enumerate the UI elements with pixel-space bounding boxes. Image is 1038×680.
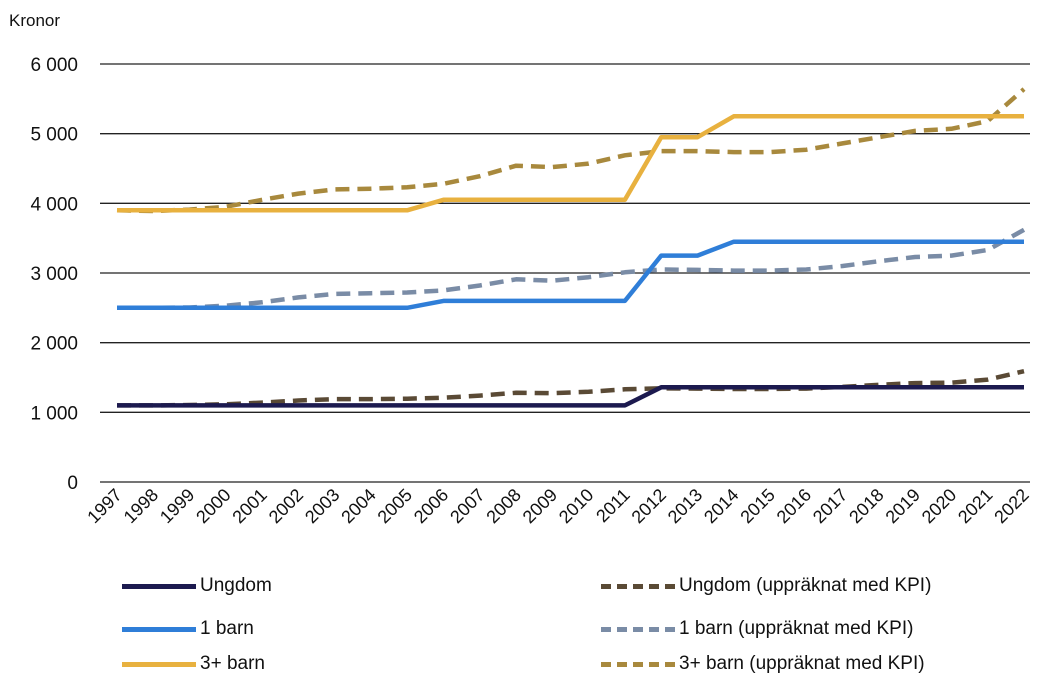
legend-label-3-barn-kpi: 3+ barn (uppräknat med KPI) <box>679 653 925 674</box>
series-lines <box>116 87 1026 408</box>
x-tick-label: 2001 <box>228 485 270 527</box>
series-line-1-barn-uppr-knat-med-kpi <box>117 227 1026 311</box>
x-tick-label: 2019 <box>882 485 924 527</box>
x-tick-label: 2020 <box>918 485 960 527</box>
x-tick-label: 2015 <box>736 485 778 527</box>
legend-item-1-barn: 1 barn <box>122 613 254 645</box>
gridlines <box>100 63 1030 483</box>
x-tick-label: 2000 <box>192 485 234 527</box>
x-tick-label: 2003 <box>301 485 343 527</box>
y-tick-label: 4 000 <box>30 194 78 215</box>
x-tick-label: 2012 <box>628 485 670 527</box>
x-tick-label: 2005 <box>374 485 416 527</box>
y-tick-label: 2 000 <box>30 334 78 355</box>
legend-swatch-ungdom-kpi <box>601 583 675 589</box>
x-tick-label: 2022 <box>990 485 1032 527</box>
y-tick-label: 6 000 <box>30 55 78 76</box>
x-tick-label: 2007 <box>446 485 488 527</box>
series-line-ungdom <box>117 385 1024 408</box>
y-tick-labels: 0 1 000 2 000 3 000 4 000 5 000 6 000 <box>30 55 78 494</box>
legend-swatch-1-barn <box>122 626 196 632</box>
x-tick-label: 1997 <box>83 485 125 527</box>
y-axis-label: Kronor <box>9 11 60 30</box>
series-line-3-barn-uppr-knat-med-kpi <box>116 87 1026 214</box>
x-tick-label: 1998 <box>120 485 162 527</box>
x-tick-label: 2014 <box>700 485 742 527</box>
legend-item-3-barn-kpi: 3+ barn (uppräknat med KPI) <box>601 648 925 680</box>
x-tick-label: 2002 <box>265 485 307 527</box>
series-line-3-barn <box>117 114 1024 213</box>
legend-item-ungdom-kpi: Ungdom (uppräknat med KPI) <box>601 570 931 602</box>
legend-item-3-barn: 3+ barn <box>122 648 265 680</box>
legend: Ungdom 1 barn 3+ barn Ungdom (uppräknat … <box>0 560 1038 674</box>
x-tick-label: 2004 <box>337 485 379 527</box>
x-tick-label: 2017 <box>809 485 851 527</box>
legend-item-ungdom: Ungdom <box>122 570 272 602</box>
x-tick-label: 2009 <box>519 485 561 527</box>
legend-item-1-barn-kpi: 1 barn (uppräknat med KPI) <box>601 613 913 645</box>
legend-swatch-ungdom <box>122 583 196 589</box>
legend-swatch-1-barn-kpi <box>601 626 675 632</box>
x-tick-label: 2021 <box>954 485 996 527</box>
y-tick-label: 1 000 <box>30 403 78 424</box>
legend-label-ungdom: Ungdom <box>200 575 272 596</box>
x-tick-labels: 1997199819992000200120022003200420052006… <box>83 485 1032 527</box>
legend-swatch-3-barn <box>122 661 196 667</box>
x-tick-label: 2018 <box>845 485 887 527</box>
x-tick-label: 2011 <box>592 485 634 527</box>
x-tick-label: 2013 <box>664 485 706 527</box>
y-tick-label: 5 000 <box>30 125 78 146</box>
legend-label-ungdom-kpi: Ungdom (uppräknat med KPI) <box>679 575 932 596</box>
y-tick-label: 0 <box>67 473 78 494</box>
x-tick-label: 2016 <box>773 485 815 527</box>
x-tick-label: 2006 <box>410 485 452 527</box>
y-tick-label: 3 000 <box>30 264 78 285</box>
x-tick-label: 2008 <box>482 485 524 527</box>
legend-label-1-barn: 1 barn <box>200 618 254 639</box>
legend-label-3-barn: 3+ barn <box>200 653 265 674</box>
series-line-1-barn <box>117 239 1024 311</box>
legend-label-1-barn-kpi: 1 barn (uppräknat med KPI) <box>679 618 914 639</box>
legend-swatch-3-barn-kpi <box>601 661 675 667</box>
x-tick-label: 2010 <box>555 485 597 527</box>
x-tick-label: 1999 <box>156 485 198 527</box>
